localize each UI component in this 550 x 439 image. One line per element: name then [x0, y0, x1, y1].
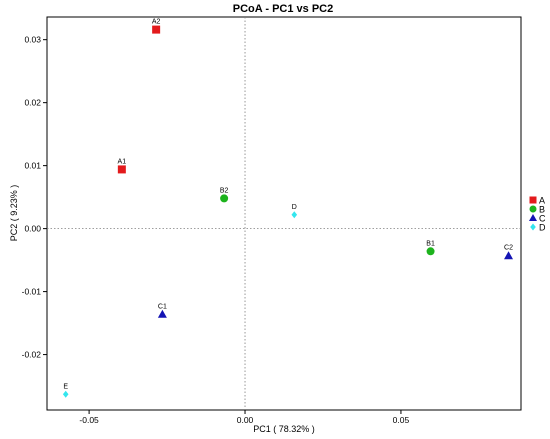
legend-d-label: D — [539, 223, 546, 233]
point-d-label: D — [292, 204, 297, 211]
y-tick-label: -0.02 — [22, 350, 42, 360]
reference-lines — [47, 17, 521, 410]
point-d-marker — [291, 211, 298, 219]
y-axis-title: PC2 ( 9.23% ) — [9, 185, 19, 242]
point-e-label: E — [63, 383, 68, 390]
point-e-marker — [62, 390, 69, 398]
legend-a-label: A — [539, 196, 545, 206]
y-tick-label: 0.01 — [24, 161, 41, 171]
data-points: A2 A1 B2 B1 D C1 C2 E — [62, 19, 514, 398]
y-tick-label: 0.00 — [24, 224, 41, 234]
x-axis-ticks: -0.05 0.00 0.05 — [79, 410, 409, 425]
point-b2-label: B2 — [220, 187, 229, 194]
point-c2-label: C2 — [504, 245, 513, 252]
y-axis-ticks: -0.02 -0.01 0.00 0.01 0.02 0.03 — [22, 35, 47, 360]
plot-area-frame — [46, 16, 522, 411]
x-tick-label: 0.05 — [393, 415, 410, 425]
legend-b-marker — [529, 205, 537, 213]
y-tick-label: -0.01 — [22, 287, 42, 297]
legend-d-marker — [530, 223, 536, 231]
point-a1-label: A1 — [118, 158, 127, 165]
y-tick-label: 0.03 — [24, 35, 41, 45]
x-axis-title: PC1 ( 78.32% ) — [253, 424, 315, 434]
point-a1-marker — [117, 165, 126, 174]
x-tick-label: 0.00 — [237, 415, 254, 425]
chart-title: PCoA - PC1 vs PC2 — [233, 3, 333, 15]
x-tick-label: -0.05 — [79, 415, 99, 425]
legend-c-label: C — [539, 214, 546, 224]
point-b2-marker — [220, 194, 229, 203]
legend-c-marker — [529, 214, 537, 221]
point-c1-label: C1 — [158, 303, 167, 310]
point-a2-label: A2 — [152, 19, 161, 26]
point-c2-marker — [504, 251, 514, 260]
point-b1-marker — [426, 247, 435, 256]
legend-a-marker — [529, 196, 537, 204]
point-b1-label: B1 — [426, 240, 435, 247]
y-tick-label: 0.02 — [24, 98, 41, 108]
point-c1-marker — [157, 309, 167, 318]
point-a2-marker — [152, 25, 161, 34]
legend-b-label: B — [539, 205, 545, 215]
